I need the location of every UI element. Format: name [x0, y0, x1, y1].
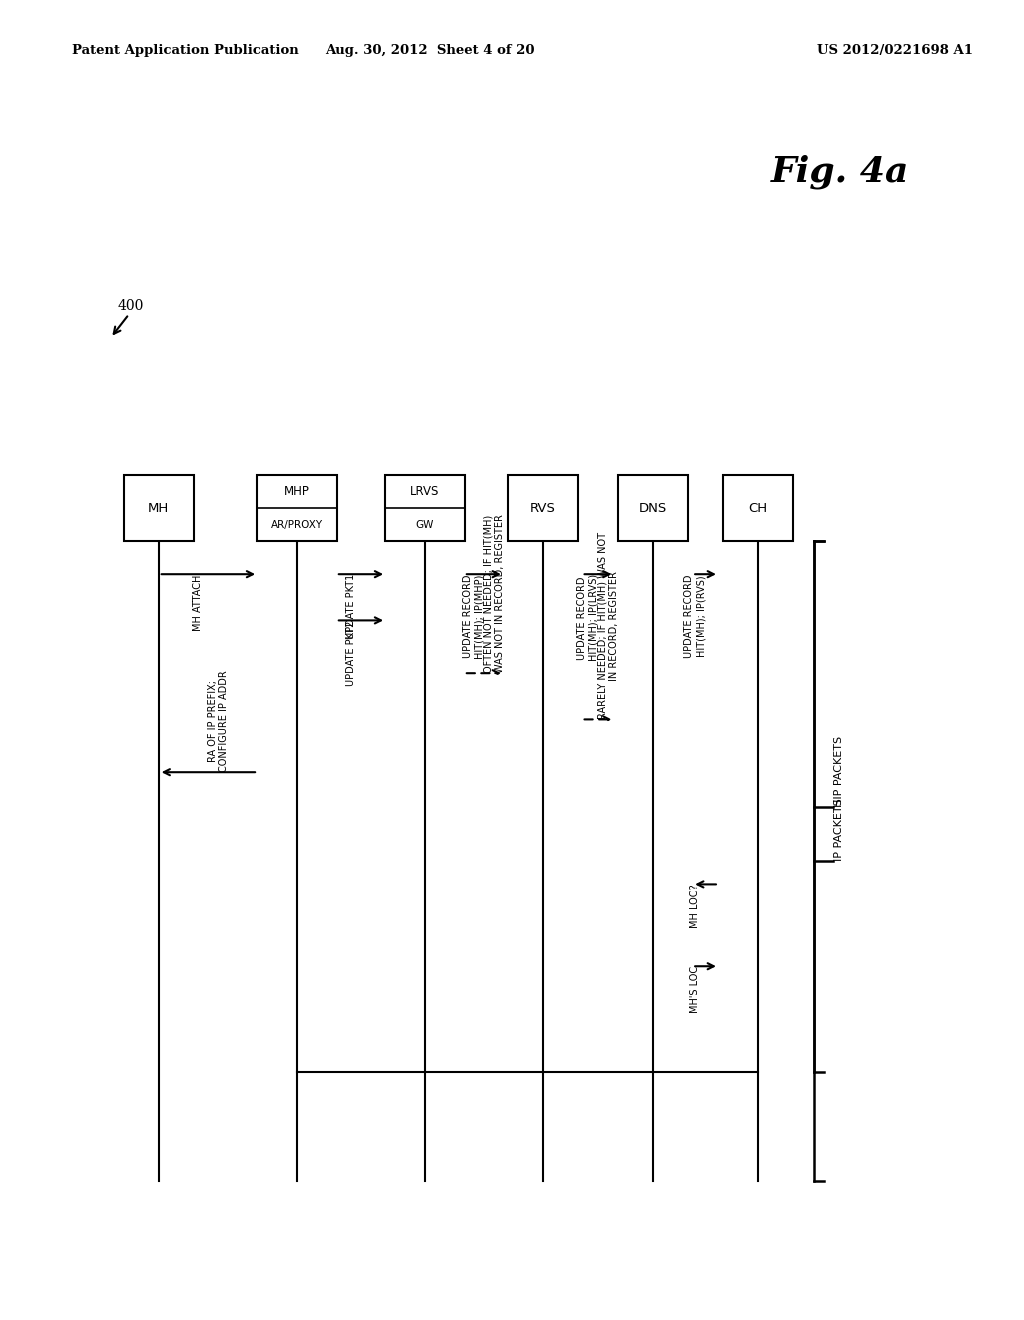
Text: Aug. 30, 2012  Sheet 4 of 20: Aug. 30, 2012 Sheet 4 of 20: [326, 44, 535, 57]
Text: Patent Application Publication: Patent Application Publication: [72, 44, 298, 57]
Text: MHP: MHP: [284, 486, 310, 498]
Bar: [723, 475, 793, 541]
Text: MH ATTACH: MH ATTACH: [194, 574, 203, 631]
Text: MH'S LOC: MH'S LOC: [690, 966, 700, 1014]
Text: HIP PACKETS: HIP PACKETS: [834, 735, 844, 807]
Bar: [385, 475, 465, 541]
Text: 400: 400: [118, 300, 144, 313]
Text: RVS: RVS: [529, 502, 556, 515]
Text: LRVS: LRVS: [411, 486, 439, 498]
Text: IP PACKETS: IP PACKETS: [834, 799, 844, 862]
Text: RARELY NEEDED; IF HIT(MH) WAS NOT
IN RECORD, REGISTER: RARELY NEEDED; IF HIT(MH) WAS NOT IN REC…: [597, 532, 620, 719]
Text: GW: GW: [416, 520, 434, 529]
Text: MH LOC?: MH LOC?: [690, 884, 700, 928]
Text: UPDATE PKT1: UPDATE PKT1: [346, 574, 355, 639]
Text: UPDATE RECORD
HIT(MH); IP(RVS): UPDATE RECORD HIT(MH); IP(RVS): [684, 574, 707, 657]
Bar: [257, 475, 337, 541]
Text: DNS: DNS: [639, 502, 668, 515]
Text: UPDATE RECORD
HIT(MH); IP(MHP): UPDATE RECORD HIT(MH); IP(MHP): [463, 574, 484, 659]
Text: US 2012/0221698 A1: US 2012/0221698 A1: [817, 44, 973, 57]
Text: MH: MH: [148, 502, 169, 515]
Text: UPDATE RECORD
HIT(MH); IP(LRVS): UPDATE RECORD HIT(MH); IP(LRVS): [577, 574, 599, 661]
Text: RA OF IP PREFIX;
CONFIGURE IP ADDR: RA OF IP PREFIX; CONFIGURE IP ADDR: [208, 671, 229, 772]
Text: CH: CH: [749, 502, 767, 515]
Bar: [124, 475, 194, 541]
Text: Fig. 4a: Fig. 4a: [770, 154, 909, 189]
Text: UPDATE PKT2: UPDATE PKT2: [346, 620, 355, 686]
Bar: [618, 475, 688, 541]
Text: AR/PROXY: AR/PROXY: [271, 520, 323, 529]
Text: OFTEN NOT NEEDED; IF HIT(MH)
WAS NOT IN RECORD, REGISTER: OFTEN NOT NEEDED; IF HIT(MH) WAS NOT IN …: [483, 515, 505, 673]
Bar: [508, 475, 578, 541]
